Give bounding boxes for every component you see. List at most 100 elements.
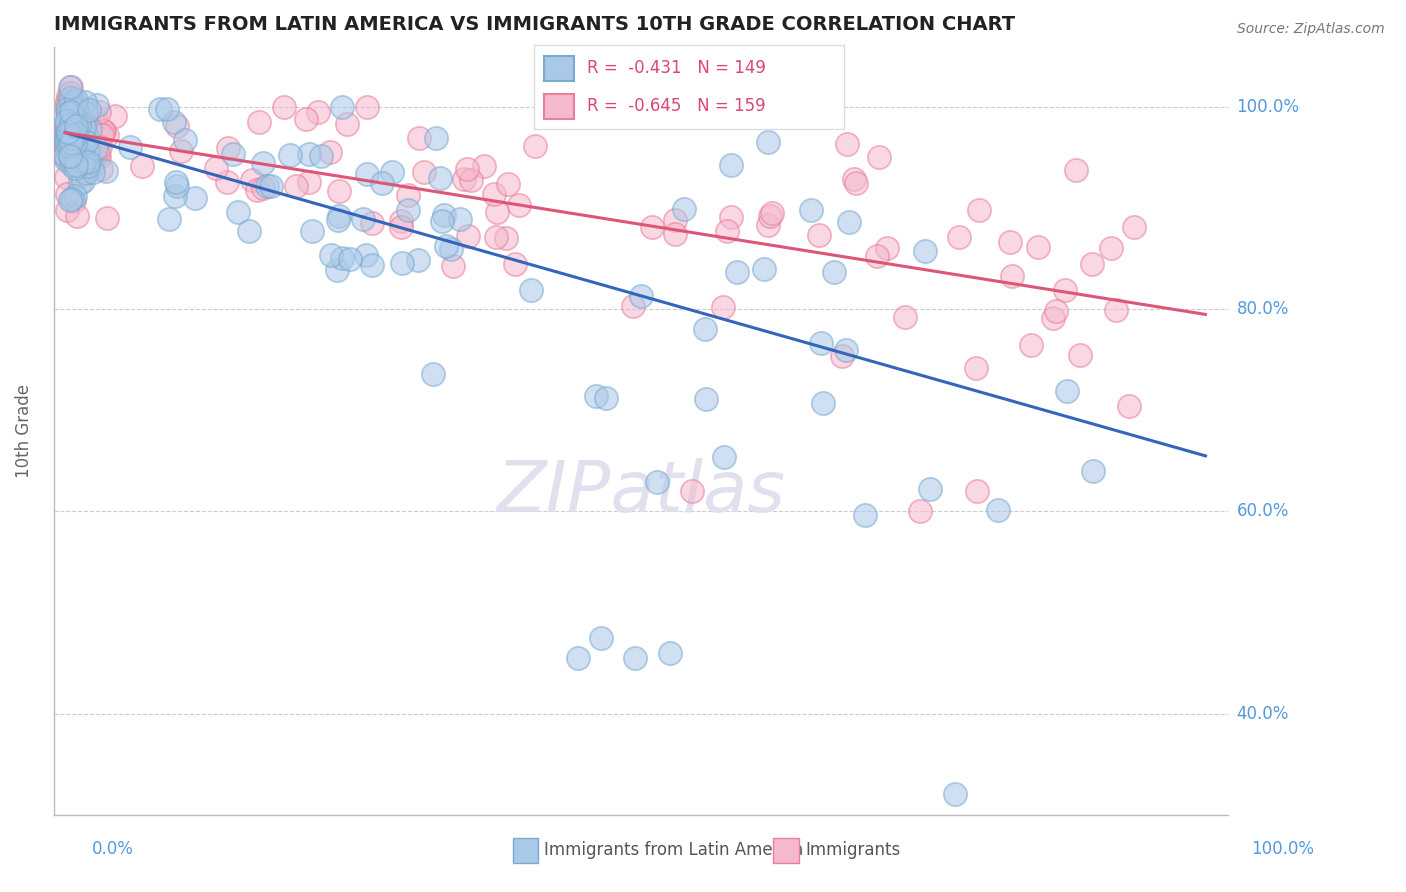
Point bbox=[66, 97, 89, 112]
Point bbox=[94, 164, 117, 178]
Point bbox=[495, 231, 517, 245]
Point bbox=[811, 395, 834, 409]
Point bbox=[60, 192, 83, 206]
Point bbox=[63, 189, 86, 203]
Point bbox=[93, 124, 115, 138]
Point bbox=[87, 105, 110, 120]
Point bbox=[1019, 337, 1042, 351]
Point bbox=[75, 135, 97, 149]
Point bbox=[591, 631, 613, 645]
Point bbox=[523, 139, 546, 153]
Point bbox=[823, 265, 845, 279]
Point bbox=[65, 156, 87, 170]
Point bbox=[60, 131, 83, 145]
Point bbox=[496, 177, 519, 191]
Point bbox=[65, 113, 87, 128]
Point bbox=[842, 172, 865, 186]
Point bbox=[55, 151, 77, 165]
Point bbox=[389, 219, 412, 234]
Point bbox=[66, 127, 89, 141]
Point bbox=[56, 106, 79, 120]
Point bbox=[55, 113, 77, 128]
Point bbox=[72, 174, 94, 188]
Point bbox=[120, 140, 142, 154]
Point bbox=[630, 289, 652, 303]
Point bbox=[664, 213, 686, 227]
Point bbox=[252, 156, 274, 170]
Point bbox=[1026, 240, 1049, 254]
Point bbox=[56, 143, 79, 157]
Point bbox=[58, 111, 80, 125]
Point bbox=[866, 249, 889, 263]
Point bbox=[69, 176, 91, 190]
Point bbox=[72, 142, 94, 156]
Point bbox=[87, 141, 110, 155]
Point bbox=[720, 211, 742, 225]
Point bbox=[58, 112, 80, 126]
Point bbox=[104, 109, 127, 123]
Point bbox=[966, 484, 988, 499]
Point bbox=[96, 128, 118, 143]
Point bbox=[65, 136, 87, 150]
Point bbox=[336, 117, 359, 131]
Point bbox=[165, 175, 187, 189]
Point bbox=[831, 349, 853, 363]
Text: 100.0%: 100.0% bbox=[1237, 98, 1299, 116]
Point bbox=[65, 127, 87, 141]
Point bbox=[433, 208, 456, 222]
Point bbox=[69, 124, 91, 138]
Point bbox=[63, 151, 86, 165]
Point bbox=[56, 96, 79, 111]
Point bbox=[67, 130, 90, 145]
Point bbox=[59, 193, 82, 207]
Point bbox=[62, 100, 84, 114]
Point bbox=[246, 183, 269, 197]
Point bbox=[948, 229, 970, 244]
Point bbox=[62, 130, 84, 145]
Point bbox=[1083, 464, 1105, 478]
Point bbox=[301, 223, 323, 237]
Point bbox=[695, 392, 717, 407]
Point bbox=[60, 91, 83, 105]
Point bbox=[80, 111, 103, 125]
Point bbox=[893, 310, 915, 324]
Point bbox=[472, 159, 495, 173]
Point bbox=[72, 141, 94, 155]
Point bbox=[298, 146, 321, 161]
Point bbox=[440, 242, 463, 256]
Point bbox=[53, 147, 76, 161]
Point bbox=[55, 120, 77, 134]
Point bbox=[391, 213, 413, 227]
Text: ZIPatlas: ZIPatlas bbox=[496, 458, 786, 526]
Point bbox=[184, 191, 207, 205]
Point bbox=[56, 88, 79, 103]
Text: IMMIGRANTS FROM LATIN AMERICA VS IMMIGRANTS 10TH GRADE CORRELATION CHART: IMMIGRANTS FROM LATIN AMERICA VS IMMIGRA… bbox=[53, 15, 1015, 34]
Point bbox=[217, 141, 239, 155]
Point bbox=[910, 504, 932, 518]
Point bbox=[673, 202, 696, 216]
Point bbox=[62, 118, 84, 132]
Point bbox=[520, 283, 543, 297]
Bar bbox=[544, 55, 575, 81]
Point bbox=[284, 178, 307, 193]
Point bbox=[60, 123, 83, 137]
Point bbox=[65, 117, 87, 131]
Point bbox=[56, 114, 79, 128]
Point bbox=[75, 166, 97, 180]
Point bbox=[391, 256, 413, 270]
Point bbox=[59, 80, 82, 95]
Point bbox=[62, 132, 84, 146]
Point bbox=[56, 103, 79, 117]
Point bbox=[55, 153, 77, 167]
Point bbox=[432, 214, 454, 228]
Point bbox=[1069, 348, 1091, 362]
Text: Immigrants: Immigrants bbox=[806, 841, 901, 859]
Point bbox=[83, 110, 105, 124]
Point bbox=[449, 211, 471, 226]
Point bbox=[800, 203, 823, 218]
Point bbox=[869, 150, 891, 164]
Point bbox=[295, 112, 318, 127]
Text: Immigrants from Latin America: Immigrants from Latin America bbox=[544, 841, 803, 859]
Point bbox=[240, 173, 263, 187]
Point bbox=[361, 259, 384, 273]
